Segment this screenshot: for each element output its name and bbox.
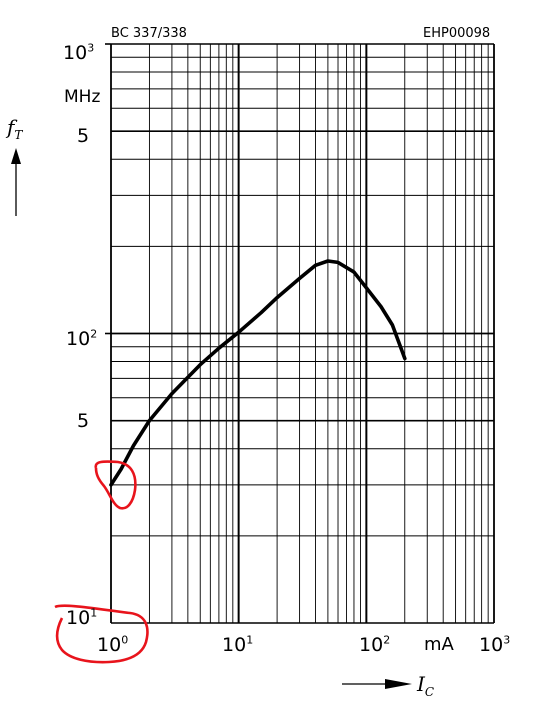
- x-tick-label-100: 102: [359, 633, 391, 656]
- x-unit-label: mA: [424, 634, 454, 655]
- y-tick-label-500: 5: [77, 125, 90, 147]
- doc-code: EHP00098: [423, 26, 491, 41]
- y-tick-label-100: 102: [66, 327, 98, 350]
- red-circle-annotation-curve-start: [94, 460, 137, 510]
- major-gridlines: [105, 43, 495, 624]
- x-axis-symbol: IC: [417, 672, 435, 699]
- y-tick-label-50: 5: [77, 410, 90, 432]
- red-circle-annotation-origin: [54, 604, 149, 664]
- x-axis-arrowhead: [385, 679, 412, 689]
- y-tick-label-10: 101: [66, 606, 98, 629]
- part-number: BC 337/338: [111, 26, 187, 41]
- x-tick-label-10: 101: [222, 633, 254, 656]
- y-axis-arrowhead: [11, 148, 21, 164]
- fT-curve: [109, 259, 407, 487]
- y-tick-label-1000: 103: [63, 41, 95, 64]
- x-tick-label-1000: 103: [479, 633, 511, 656]
- y-unit-label: MHz: [64, 87, 101, 107]
- x-tick-label-1: 100: [97, 633, 129, 656]
- y-axis-symbol: fT: [7, 115, 23, 142]
